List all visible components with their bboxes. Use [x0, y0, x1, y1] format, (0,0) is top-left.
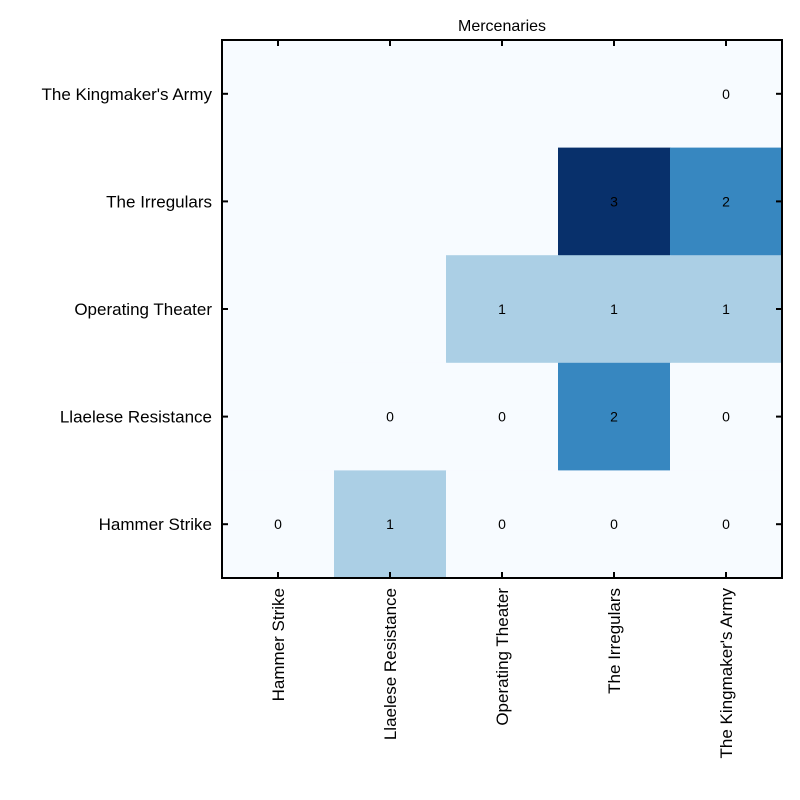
- cell-value-label: 0: [386, 409, 394, 425]
- heatmap-cell: [446, 362, 559, 471]
- cell-value-label: 2: [722, 193, 730, 209]
- cell-value-label: 0: [498, 516, 506, 532]
- heatmap-cell: [558, 147, 671, 256]
- heatmap-cell: [670, 147, 783, 256]
- cell-value-label: 0: [498, 409, 506, 425]
- y-tick-label: Operating Theater: [74, 300, 212, 319]
- y-tick-label: The Kingmaker's Army: [42, 85, 213, 104]
- heatmap-cell: [334, 362, 447, 471]
- x-tick-label: The Irregulars: [605, 588, 624, 694]
- cell-value-label: 0: [722, 409, 730, 425]
- cell-value-label: 3: [610, 193, 618, 209]
- y-tick-label: Hammer Strike: [99, 515, 212, 534]
- heatmap-cell: [558, 470, 671, 579]
- cell-value-label: 1: [722, 301, 730, 317]
- heatmap-cell: [334, 470, 447, 579]
- heatmap-cell: [670, 470, 783, 579]
- cell-value-label: 1: [610, 301, 618, 317]
- y-tick-label: The Irregulars: [106, 192, 212, 211]
- heatmap-cell: [222, 470, 335, 579]
- heatmap-cell: [558, 362, 671, 471]
- cell-value-label: 0: [274, 516, 282, 532]
- x-tick-label: The Kingmaker's Army: [717, 588, 736, 759]
- heatmap-cell-labels: 0 3 2 1 1 1 0 0 2 0 0 1 0 0 0: [274, 86, 730, 532]
- heatmap-cell: [670, 362, 783, 471]
- heatmap-cell: [670, 255, 783, 364]
- x-tick-label: Hammer Strike: [269, 588, 288, 701]
- chart-title: Mercenaries: [458, 18, 546, 35]
- x-tick-label: Llaelese Resistance: [381, 588, 400, 740]
- x-tick-label: Operating Theater: [493, 588, 512, 726]
- cell-value-label: 1: [498, 301, 506, 317]
- heatmap-cell: [446, 470, 559, 579]
- heatmap-cell: [558, 255, 671, 364]
- cell-value-label: 0: [722, 516, 730, 532]
- heatmap-cell: [670, 40, 783, 149]
- cell-value-label: 0: [610, 516, 618, 532]
- cell-value-label: 2: [610, 409, 618, 425]
- x-axis-tick-labels: Hammer Strike Llaelese Resistance Operatin…: [269, 588, 736, 759]
- axis-ticks: [222, 40, 782, 578]
- y-axis-tick-labels: The Kingmaker's Army The Irregulars Operat…: [42, 85, 213, 534]
- heatmap-cell: [446, 255, 559, 364]
- y-tick-label: Llaelese Resistance: [60, 408, 212, 427]
- heatmap-cells: [222, 40, 783, 579]
- cell-value-label: 1: [386, 516, 394, 532]
- cell-value-label: 0: [722, 86, 730, 102]
